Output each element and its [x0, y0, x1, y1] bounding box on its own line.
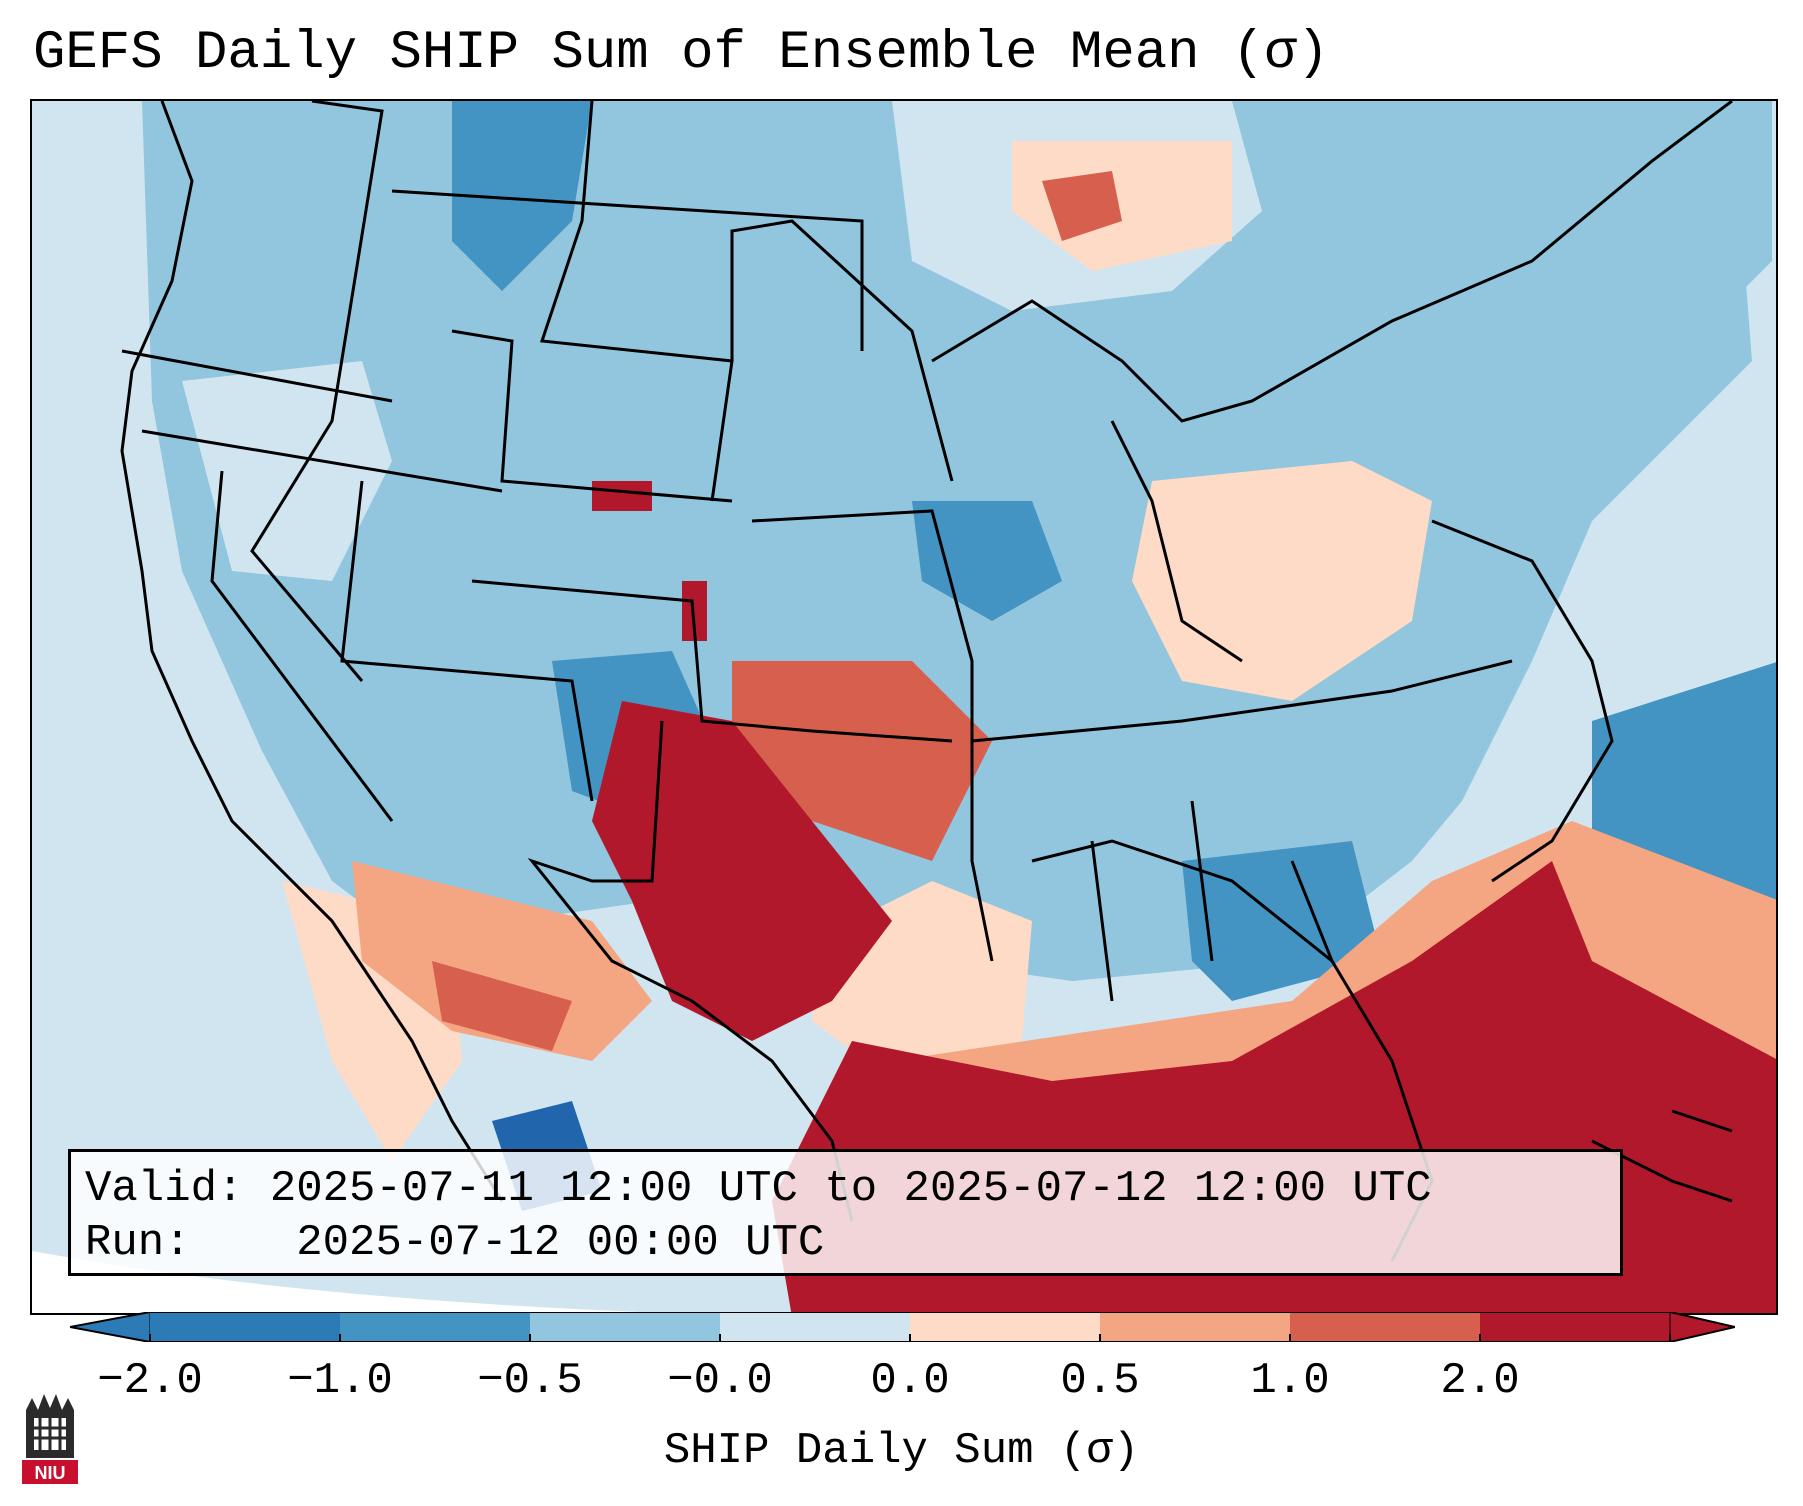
idaho-oregon-line: [250, 101, 384, 682]
colorbar-segment: [340, 1312, 531, 1342]
colorbar-segment: [1480, 1312, 1671, 1342]
great-lakes-ne-coast: [931, 101, 1733, 423]
map-canvas: [32, 101, 1776, 1313]
nv-ut-az-border: [340, 480, 594, 802]
colorbar-segment: [910, 1312, 1101, 1342]
field-colorado-hot: [592, 481, 652, 511]
colorbar-segment: [150, 1312, 341, 1342]
texas-border: [527, 720, 854, 1222]
colorbar-tick-label: −0.0: [667, 1356, 773, 1406]
field-canada-east: [1362, 101, 1772, 441]
valid-label: Valid:: [85, 1164, 244, 1214]
field-ohio-valley: [1132, 461, 1432, 701]
colorbar-tick-label: −0.5: [477, 1356, 583, 1406]
valid-row: Valid: 2025-07-11 12:00 UTC to 2025-07-1…: [85, 1162, 1606, 1216]
indiana-ohio: [1110, 420, 1243, 663]
colorbar-label: SHIP Daily Sum (σ): [663, 1426, 1140, 1476]
run-row: Run: 2025-07-12 00:00 UTC: [85, 1216, 1606, 1270]
colorbar-tick-label: 0.0: [870, 1356, 950, 1406]
field-arizona: [352, 861, 652, 1061]
ca-nv-border: [210, 470, 394, 822]
montana-wyoming: [539, 101, 734, 502]
southeast-states: [1090, 800, 1334, 1002]
wyoming-south: [451, 329, 733, 503]
niu-logo-icon: NIU: [22, 1394, 78, 1484]
plains-east: [751, 509, 994, 962]
logo-text: NIU: [35, 1463, 66, 1483]
field-oregon: [182, 361, 392, 581]
colorado-kansas-ok: [471, 579, 953, 743]
canada-border-west: [391, 189, 864, 351]
colorbar-extend-min: [70, 1312, 151, 1342]
east-coast: [1431, 519, 1614, 883]
field-iowa: [912, 501, 1062, 621]
colorbar-tick-label: −1.0: [287, 1356, 393, 1406]
colorbar: [70, 1312, 1735, 1342]
colorbar-tick-label: 2.0: [1440, 1356, 1520, 1406]
valid-value: 2025-07-11 12:00 UTC to 2025-07-12 12:00…: [269, 1164, 1432, 1214]
colorbar-segment: [530, 1312, 721, 1342]
run-label: Run:: [85, 1218, 191, 1268]
colorbar-segment: [1290, 1312, 1481, 1342]
tn-nc-border: [971, 659, 1513, 743]
boundaries: [120, 101, 1733, 1262]
west-coastline: [120, 101, 504, 1202]
colorbar-segment: [1100, 1312, 1291, 1342]
field-oklahoma: [732, 661, 992, 861]
or-nv-border: [141, 429, 503, 493]
ship-map: Valid: 2025-07-11 12:00 UTC to 2025-07-1…: [30, 99, 1778, 1315]
colorbar-tick-label: 0.5: [1060, 1356, 1140, 1406]
field-nm-hot: [682, 581, 707, 641]
colorbar-segment: [720, 1312, 911, 1342]
wa-or-border: [121, 349, 393, 403]
colorbar-tick-label: 1.0: [1250, 1356, 1330, 1406]
colorbar-tick-label: −2.0: [97, 1356, 203, 1406]
colorbar-extend-max: [1669, 1312, 1735, 1342]
logo-banner: [22, 1460, 78, 1484]
field-sonora: [432, 961, 572, 1051]
map-title: GEFS Daily SHIP Sum of Ensemble Mean (σ): [33, 23, 1330, 84]
dakotas-minn: [730, 219, 954, 482]
field-texas-hot: [592, 701, 892, 1041]
field-montana-north: [452, 101, 592, 291]
run-value: 2025-07-12 00:00 UTC: [296, 1218, 825, 1268]
field-canada-hot: [1042, 171, 1122, 241]
validity-box: Valid: 2025-07-11 12:00 UTC to 2025-07-1…: [68, 1149, 1623, 1276]
